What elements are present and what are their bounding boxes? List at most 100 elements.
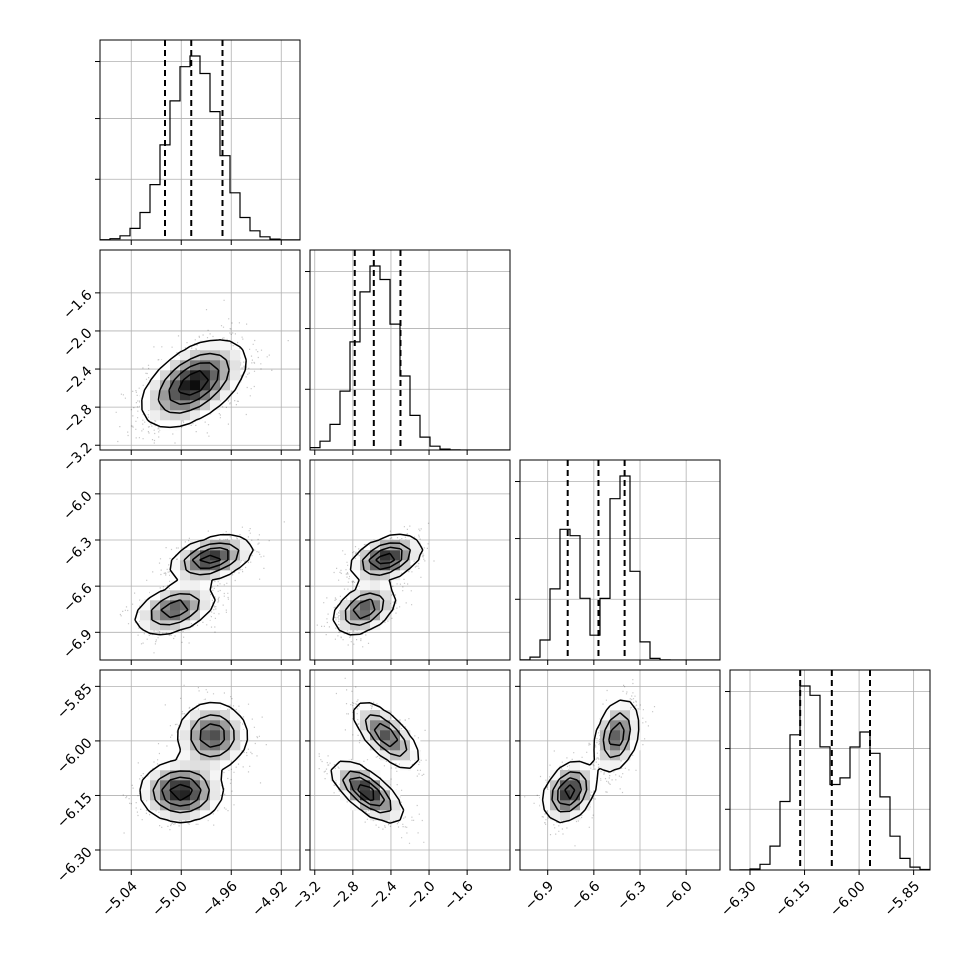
density-cell <box>360 610 371 621</box>
panel-frame-1-1 <box>309 249 511 451</box>
density-cell <box>610 710 621 721</box>
density-cell <box>180 740 191 751</box>
density-cell <box>360 730 371 741</box>
density-cell <box>160 610 171 621</box>
density-cell <box>350 590 361 601</box>
density-cell <box>170 420 181 431</box>
density-cell <box>180 720 191 731</box>
density-cell <box>170 600 181 611</box>
contour-level-0 <box>541 699 640 824</box>
density-cell <box>150 390 161 401</box>
density-cell <box>160 760 171 771</box>
density-cell <box>200 700 211 711</box>
density-cell <box>380 600 391 611</box>
density-cell <box>390 740 401 751</box>
density-cell <box>390 570 401 581</box>
x-tick-label: −6.0 <box>660 878 695 913</box>
density-cell <box>210 350 221 361</box>
density-panel-3-2 <box>520 670 720 870</box>
contour-level-0 <box>332 533 424 636</box>
density-cell <box>380 580 391 591</box>
density-cell <box>350 600 361 611</box>
x-tick-label: −4.96 <box>199 878 241 920</box>
density-cell <box>610 760 621 771</box>
scatter-points <box>318 677 427 844</box>
density-cell <box>380 610 391 621</box>
density-cell <box>550 770 561 781</box>
density-cell <box>350 790 361 801</box>
density-cell <box>180 360 191 371</box>
panel-frame-0-0 <box>99 39 301 241</box>
density-cell <box>190 750 201 761</box>
density-cell <box>220 360 231 371</box>
x-tick-label: −3.2 <box>289 878 324 913</box>
density-cell <box>620 750 631 761</box>
density-cell <box>210 730 221 741</box>
density-cell <box>170 770 181 781</box>
density-cell <box>140 390 151 401</box>
density-cell <box>360 700 371 711</box>
density-cell <box>200 770 211 781</box>
contour-level-1 <box>157 352 230 414</box>
density-cell <box>230 720 241 731</box>
density-cell <box>370 780 381 791</box>
density-cell <box>350 760 361 771</box>
density-cell <box>150 400 161 411</box>
density-cell <box>610 730 621 741</box>
density-cell <box>150 600 161 611</box>
density-cell <box>220 350 231 361</box>
density-cell <box>190 590 201 601</box>
density-cell <box>600 750 611 761</box>
contour-level-1 <box>344 542 412 626</box>
density-cell <box>560 790 571 801</box>
density-cell <box>150 410 161 421</box>
density-cell <box>190 400 201 411</box>
density-cell <box>190 730 201 741</box>
density-cell <box>190 740 201 751</box>
density-cell <box>170 780 181 791</box>
y-tick-label: −6.15 <box>54 790 96 832</box>
density-cell <box>580 760 591 771</box>
density-cell <box>390 810 401 821</box>
density-cell <box>160 400 171 411</box>
density-cell <box>620 720 631 731</box>
density-cell <box>220 540 231 551</box>
density-cell <box>210 370 221 381</box>
contour-level-1 <box>152 714 235 814</box>
panel-frame-3-3 <box>729 669 931 871</box>
y-tick-label: −6.6 <box>60 580 95 615</box>
density-cell <box>360 720 371 731</box>
density-cell <box>170 380 181 391</box>
density-cell <box>580 770 591 781</box>
y-tick-label: −6.9 <box>60 627 95 662</box>
density-cell <box>210 540 221 551</box>
density-cell <box>180 620 191 631</box>
density-cell <box>570 810 581 821</box>
density-cell <box>180 760 191 771</box>
density-cell <box>390 550 401 561</box>
density-cell <box>170 360 181 371</box>
density-cell <box>220 570 231 581</box>
density-cell <box>170 560 181 571</box>
density-cell <box>570 760 581 771</box>
density-cell <box>230 540 241 551</box>
density-cell <box>340 760 351 771</box>
density-cell <box>220 710 231 721</box>
density-cell <box>230 750 241 761</box>
density-cell <box>210 400 221 411</box>
density-cell <box>180 790 191 801</box>
density-cell <box>550 810 561 821</box>
density-cell <box>220 740 231 751</box>
density-cell <box>390 800 401 811</box>
density-panel-2-0 <box>100 460 300 660</box>
density-cell <box>160 390 171 401</box>
density-cell <box>240 550 251 561</box>
x-tick-label: −6.15 <box>773 878 815 920</box>
density-cell <box>160 800 171 811</box>
density-cell <box>180 350 191 361</box>
density-cell <box>570 780 581 791</box>
density-cell <box>610 750 621 761</box>
panel-frame-2-1 <box>309 459 511 661</box>
density-cell <box>170 610 181 621</box>
density-cell <box>190 560 201 571</box>
